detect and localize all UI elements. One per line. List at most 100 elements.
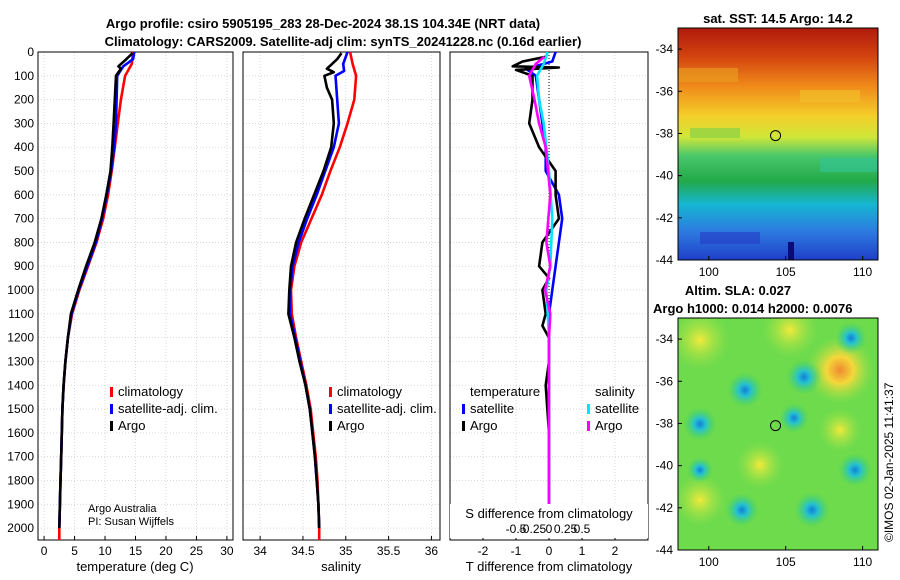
salinity-diff-tick-label: -0.25 xyxy=(519,522,547,536)
sla-low xyxy=(794,492,830,528)
depth-tick-label: 400 xyxy=(14,140,34,154)
legend-label-temp-argo: Argo xyxy=(470,418,497,433)
map-y-tick-label: -38 xyxy=(656,416,674,430)
x-tick-label: 35.5 xyxy=(377,544,401,558)
map-x-tick-label: 105 xyxy=(776,265,796,279)
depth-tick-label: 500 xyxy=(14,164,34,178)
map-y-tick-label: -40 xyxy=(656,169,674,183)
sla-low xyxy=(725,493,759,527)
series-line-argo xyxy=(287,52,343,529)
salinity-panel-frame xyxy=(242,51,441,541)
depth-tick-label: 1100 xyxy=(8,307,34,321)
x-tick-label: 5 xyxy=(71,544,78,558)
map-y-tick-label: -34 xyxy=(656,332,674,346)
title-line-2: Climatology: CARS2009. Satellite-adj cli… xyxy=(105,34,582,49)
legend-label-sal-satellite: satellite xyxy=(595,401,639,416)
sla-axis-ticks: 100 105 110 -34 -36 -38 -40 -42 -44 xyxy=(656,332,873,569)
salinity-series xyxy=(287,52,358,540)
depth-tick-label: 1700 xyxy=(7,450,34,464)
legend-label-satellite: satellite-adj. clim. xyxy=(337,401,437,416)
x-tick-label: 34 xyxy=(253,544,267,558)
x-tick-label: 0 xyxy=(546,544,553,558)
legend-heading-temperature: temperature xyxy=(470,384,540,399)
sla-high xyxy=(678,318,730,370)
map-y-tick-label: -44 xyxy=(656,543,674,557)
sst-patch xyxy=(800,90,860,102)
x-tick-label: 36 xyxy=(425,544,439,558)
legend-label-temp-satellite: satellite xyxy=(470,401,514,416)
title-line-1: Argo profile: csiro 5905195_283 28-Dec-2… xyxy=(106,16,540,31)
credit-pi: PI: Susan Wijffels xyxy=(88,516,174,528)
depth-tick-label: 1500 xyxy=(7,402,34,416)
imos-watermark: ©IMOS 02-Jan-2025 11:41:37 xyxy=(882,382,896,542)
sla-high xyxy=(736,441,784,489)
salinity-difference-ticks: -0.5-0.25 0 0.250.5 xyxy=(506,522,591,536)
difference-legend: temperature satellite Argo salinity sate… xyxy=(462,384,639,433)
x-tick-label: 2 xyxy=(612,544,619,558)
sla-high xyxy=(762,318,818,358)
sst-axis-ticks: 100 105 110 -34 -36 -38 -40 -42 -44 xyxy=(656,42,873,279)
legend-label-argo: Argo xyxy=(337,418,364,433)
sla-high xyxy=(818,408,862,452)
difference-x-ticks: -2 -1 0 1 2 xyxy=(478,536,619,558)
series-line-climatology xyxy=(289,52,358,540)
profile-grids xyxy=(38,51,648,540)
legend-swatch-argo xyxy=(110,421,113,431)
legend-swatch-temp-satellite xyxy=(462,404,465,414)
series-line-salinity-argo xyxy=(527,55,552,529)
salinity-diff-tick-label: 0.25 xyxy=(554,522,578,536)
map-x-tick-label: 110 xyxy=(853,265,872,279)
map-y-tick-label: -42 xyxy=(656,211,674,225)
depth-tick-label: 1600 xyxy=(7,426,34,440)
credit-org: Argo Australia xyxy=(88,503,157,515)
series-line-argo xyxy=(58,52,134,529)
depth-tick-label: 1200 xyxy=(7,331,34,345)
depth-tick-label: 1900 xyxy=(7,497,34,511)
temperature-legend: climatology satellite-adj. clim. Argo xyxy=(110,384,218,433)
sla-low xyxy=(687,457,713,483)
salinity-x-ticks: 34 34.5 35 35.5 36 xyxy=(253,536,438,558)
legend-swatch-climatology xyxy=(110,387,113,397)
sst-patch xyxy=(690,128,740,138)
depth-tick-label: 100 xyxy=(14,69,34,83)
series-line-satellite-adj-clim- xyxy=(58,52,136,529)
sst-title: sat. SST: 14.5 Argo: 14.2 xyxy=(703,11,853,26)
x-tick-label: 15 xyxy=(129,544,143,558)
salinity-x-label: salinity xyxy=(321,559,361,574)
map-y-tick-label: -40 xyxy=(656,459,674,473)
map-y-tick-label: -44 xyxy=(656,253,674,267)
depth-axis: 0 100 200 300 400 500 600 700 800 900 1000 1100 1200… xyxy=(7,45,34,535)
x-tick-label: -2 xyxy=(478,544,489,558)
depth-tick-label: 300 xyxy=(14,116,34,130)
depth-tick-label: 1300 xyxy=(7,354,34,368)
sla-low xyxy=(727,372,763,408)
temperature-x-label: temperature (deg C) xyxy=(76,559,193,574)
depth-tick-label: 900 xyxy=(14,259,34,273)
depth-tick-label: 200 xyxy=(14,93,34,107)
salinity-axis-backdrop xyxy=(450,504,648,538)
x-tick-label: 30 xyxy=(220,544,234,558)
sla-low xyxy=(786,359,822,395)
legend-label-satellite: satellite-adj. clim. xyxy=(118,401,218,416)
legend-label-climatology: climatology xyxy=(118,384,184,399)
map-y-tick-label: -42 xyxy=(656,501,674,515)
sla-argo-marker xyxy=(770,420,782,432)
legend-swatch-sal-satellite xyxy=(587,404,590,414)
sst-patch xyxy=(820,158,878,172)
map-y-tick-label: -38 xyxy=(656,126,674,140)
salinity-difference-label: S difference from climatology xyxy=(465,506,633,521)
sla-frame xyxy=(677,317,879,551)
depth-tick-label: 1800 xyxy=(7,473,34,487)
depth-tick-label: 1400 xyxy=(7,378,34,392)
map-y-tick-label: -36 xyxy=(656,374,674,388)
x-tick-label: 35 xyxy=(339,544,353,558)
map-y-tick-label: -34 xyxy=(656,42,674,56)
salinity-diff-tick-label: 0 xyxy=(546,522,553,536)
x-tick-label: 0 xyxy=(41,544,48,558)
legend-label-argo: Argo xyxy=(118,418,145,433)
sla-map xyxy=(678,318,878,550)
x-tick-label: 34.5 xyxy=(291,544,315,558)
sla-low xyxy=(838,453,872,487)
sst-patch xyxy=(700,232,760,244)
